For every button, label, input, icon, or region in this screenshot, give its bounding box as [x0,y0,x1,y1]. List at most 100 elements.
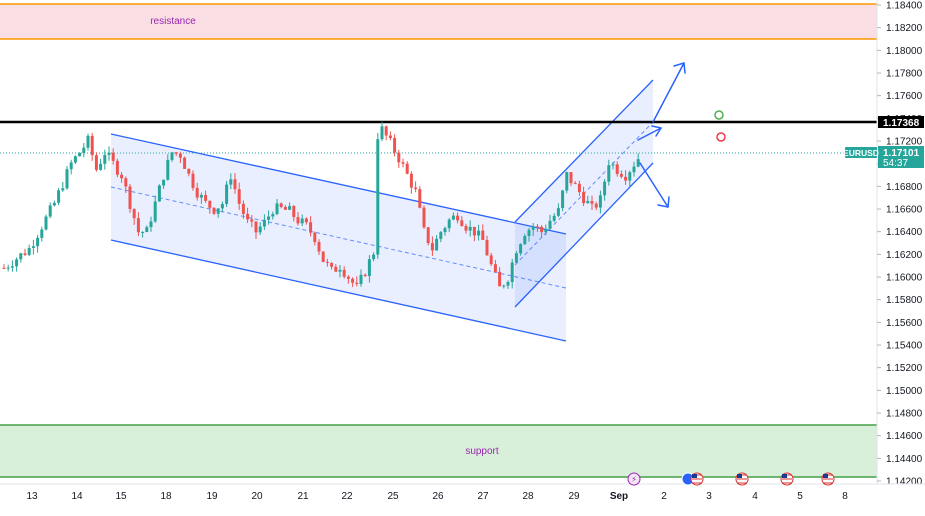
bearish-candle [309,222,313,233]
time-tick-label: 19 [206,491,218,502]
bullish-candle [258,226,262,233]
bearish-candle [317,242,321,252]
price-tick-label: 1.16400 [886,227,923,238]
bullish-candle [628,172,632,181]
bullish-candle [565,172,569,191]
bearish-candle [493,264,497,272]
time-tick-label: 28 [522,491,534,502]
price-tick-label: 1.14200 [886,477,923,488]
bullish-candle [220,204,224,209]
bearish-candle [422,207,426,228]
bearish-candle [619,173,623,177]
bearish-candle [481,230,485,240]
bearish-candle [204,194,208,201]
bearish-candle [325,261,329,263]
bullish-candle [216,208,220,214]
bullish-candle [632,166,636,173]
red-alert-icon[interactable] [716,132,726,142]
bullish-candle [527,229,531,237]
green-alert-icon[interactable] [714,110,724,120]
bullish-candle [548,220,552,229]
price-tick-label: 1.16000 [886,273,923,284]
us-flag-event-icon[interactable] [821,472,835,486]
bullish-candle [19,253,23,260]
bullish-candle [611,164,615,166]
time-tick-label: 26 [432,491,444,502]
bullish-candle [477,230,481,236]
bullish-candle [36,237,40,247]
bullish-candle [86,135,90,148]
bearish-candle [120,174,124,179]
bearish-candle [174,152,178,154]
bearish-candle [191,173,195,188]
bearish-candle [535,226,539,228]
bearish-candle [246,213,250,220]
price-tick-label: 1.14800 [886,409,923,420]
bullish-candle [82,147,86,153]
bullish-candle [162,179,166,186]
time-tick-label: 8 [842,491,848,502]
us-flag-event-icon[interactable] [690,472,704,486]
bearish-candle [330,262,334,267]
time-tick-label: 15 [115,491,127,502]
bullish-candle [598,195,602,208]
bullish-candle [267,216,271,220]
price-tick-label: 1.18400 [886,1,923,12]
price-tick-label: 1.15000 [886,386,923,397]
lightning-event-icon[interactable]: ⚡ [627,472,641,486]
bullish-candle [447,219,451,229]
bullish-candle [288,206,292,210]
bullish-scenario-arrow [652,62,686,123]
bullish-candle [141,232,145,234]
bearish-candle [498,271,502,287]
us-flag-event-icon[interactable] [780,472,794,486]
bullish-candle [78,152,82,157]
time-tick-label: 27 [477,491,489,502]
bearish-candle [212,207,216,214]
bullish-candle [65,169,69,189]
bearish-candle [577,183,581,193]
bullish-candle [73,156,77,163]
bearish-candle [615,164,619,174]
us-flag-event-icon[interactable] [735,472,749,486]
time-tick-label: 13 [26,491,38,502]
current-price-value: 1.17101 [883,148,920,159]
bullish-candle [103,154,107,164]
bullish-candle [376,139,380,255]
bullish-candle [544,228,548,233]
bearish-candle [241,203,245,214]
price-tick-label: 1.17600 [886,91,923,102]
bullish-candle [506,282,510,286]
bearish-candle [393,138,397,153]
time-axis[interactable]: 13 14 15 18 19 20 21 22 25 26 27 28 29 Sep 2 3 4 5 8 [26,491,848,502]
key-level-tag: 1.17368 [878,116,924,129]
bearish-candle [401,162,405,164]
bearish-candle [321,251,325,262]
symbol-label: EURUSD [843,148,879,158]
bullish-candle [149,221,153,228]
bearish-candle [489,255,493,265]
bearish-candle [414,187,418,190]
price-tick-label: 1.17800 [886,69,923,80]
bearish-candle [464,225,468,231]
bullish-candle [52,202,56,206]
bearish-candle [334,266,338,272]
bearish-scenario-arrow [639,162,670,208]
time-tick-label: 25 [387,491,399,502]
bullish-candle [561,190,565,209]
bearish-candle [283,206,287,210]
time-tick-label: Sep [610,491,628,502]
bearish-candle [90,135,94,156]
bearish-candle [313,232,317,243]
bearish-candle [456,215,460,221]
price-tick-label: 1.18000 [886,46,923,57]
bearish-candle [355,282,359,284]
bearish-candle [132,208,136,219]
bullish-candle [170,152,174,160]
bearish-candle [23,253,27,255]
key-level-value: 1.17368 [883,118,920,129]
support-zone-label: support [465,446,499,457]
bullish-candle [443,228,447,233]
price-tick-label: 1.14400 [886,454,923,465]
